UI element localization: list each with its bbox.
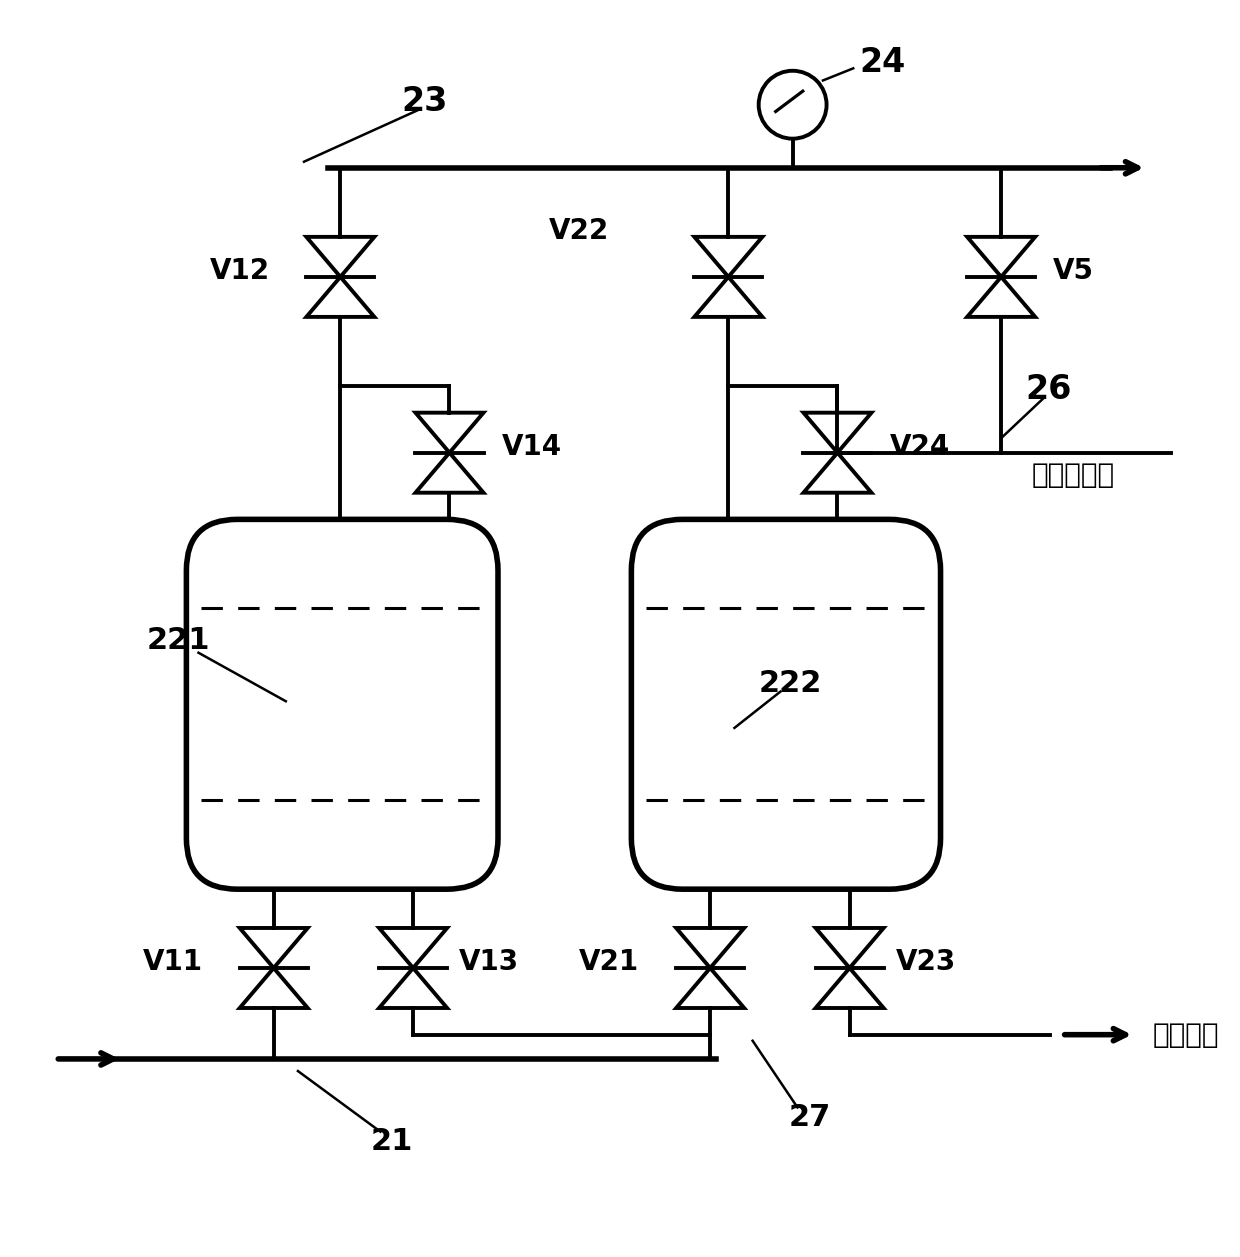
Text: V14: V14 [502,432,562,460]
Text: 27: 27 [789,1102,831,1131]
Text: 24: 24 [859,45,905,79]
Polygon shape [306,236,374,277]
Text: 222: 222 [759,669,822,698]
Text: 21: 21 [371,1126,413,1156]
Polygon shape [804,453,872,493]
Text: V23: V23 [895,948,956,975]
Polygon shape [676,928,744,968]
Text: V12: V12 [210,256,269,285]
Polygon shape [379,968,448,1008]
Polygon shape [967,236,1035,277]
Polygon shape [967,277,1035,317]
Polygon shape [415,453,484,493]
Polygon shape [694,277,763,317]
Polygon shape [306,277,374,317]
Text: 23: 23 [401,84,448,118]
Polygon shape [694,236,763,277]
Polygon shape [804,412,872,453]
Polygon shape [676,968,744,1008]
Text: V22: V22 [549,216,609,245]
Text: V5: V5 [1053,256,1095,285]
Polygon shape [239,928,308,968]
Text: V24: V24 [889,432,950,460]
Polygon shape [239,968,308,1008]
Text: V21: V21 [579,948,640,975]
Polygon shape [816,928,884,968]
Polygon shape [816,968,884,1008]
Text: V11: V11 [143,948,203,975]
FancyBboxPatch shape [631,519,941,889]
Text: V13: V13 [459,948,520,975]
Text: 再生氢气入: 再生氢气入 [1032,460,1115,489]
Text: 再生废气: 再生废气 [1153,1021,1219,1048]
FancyBboxPatch shape [186,519,498,889]
Text: 221: 221 [146,626,210,655]
Polygon shape [379,928,448,968]
Polygon shape [415,412,484,453]
Text: 26: 26 [1025,373,1071,406]
